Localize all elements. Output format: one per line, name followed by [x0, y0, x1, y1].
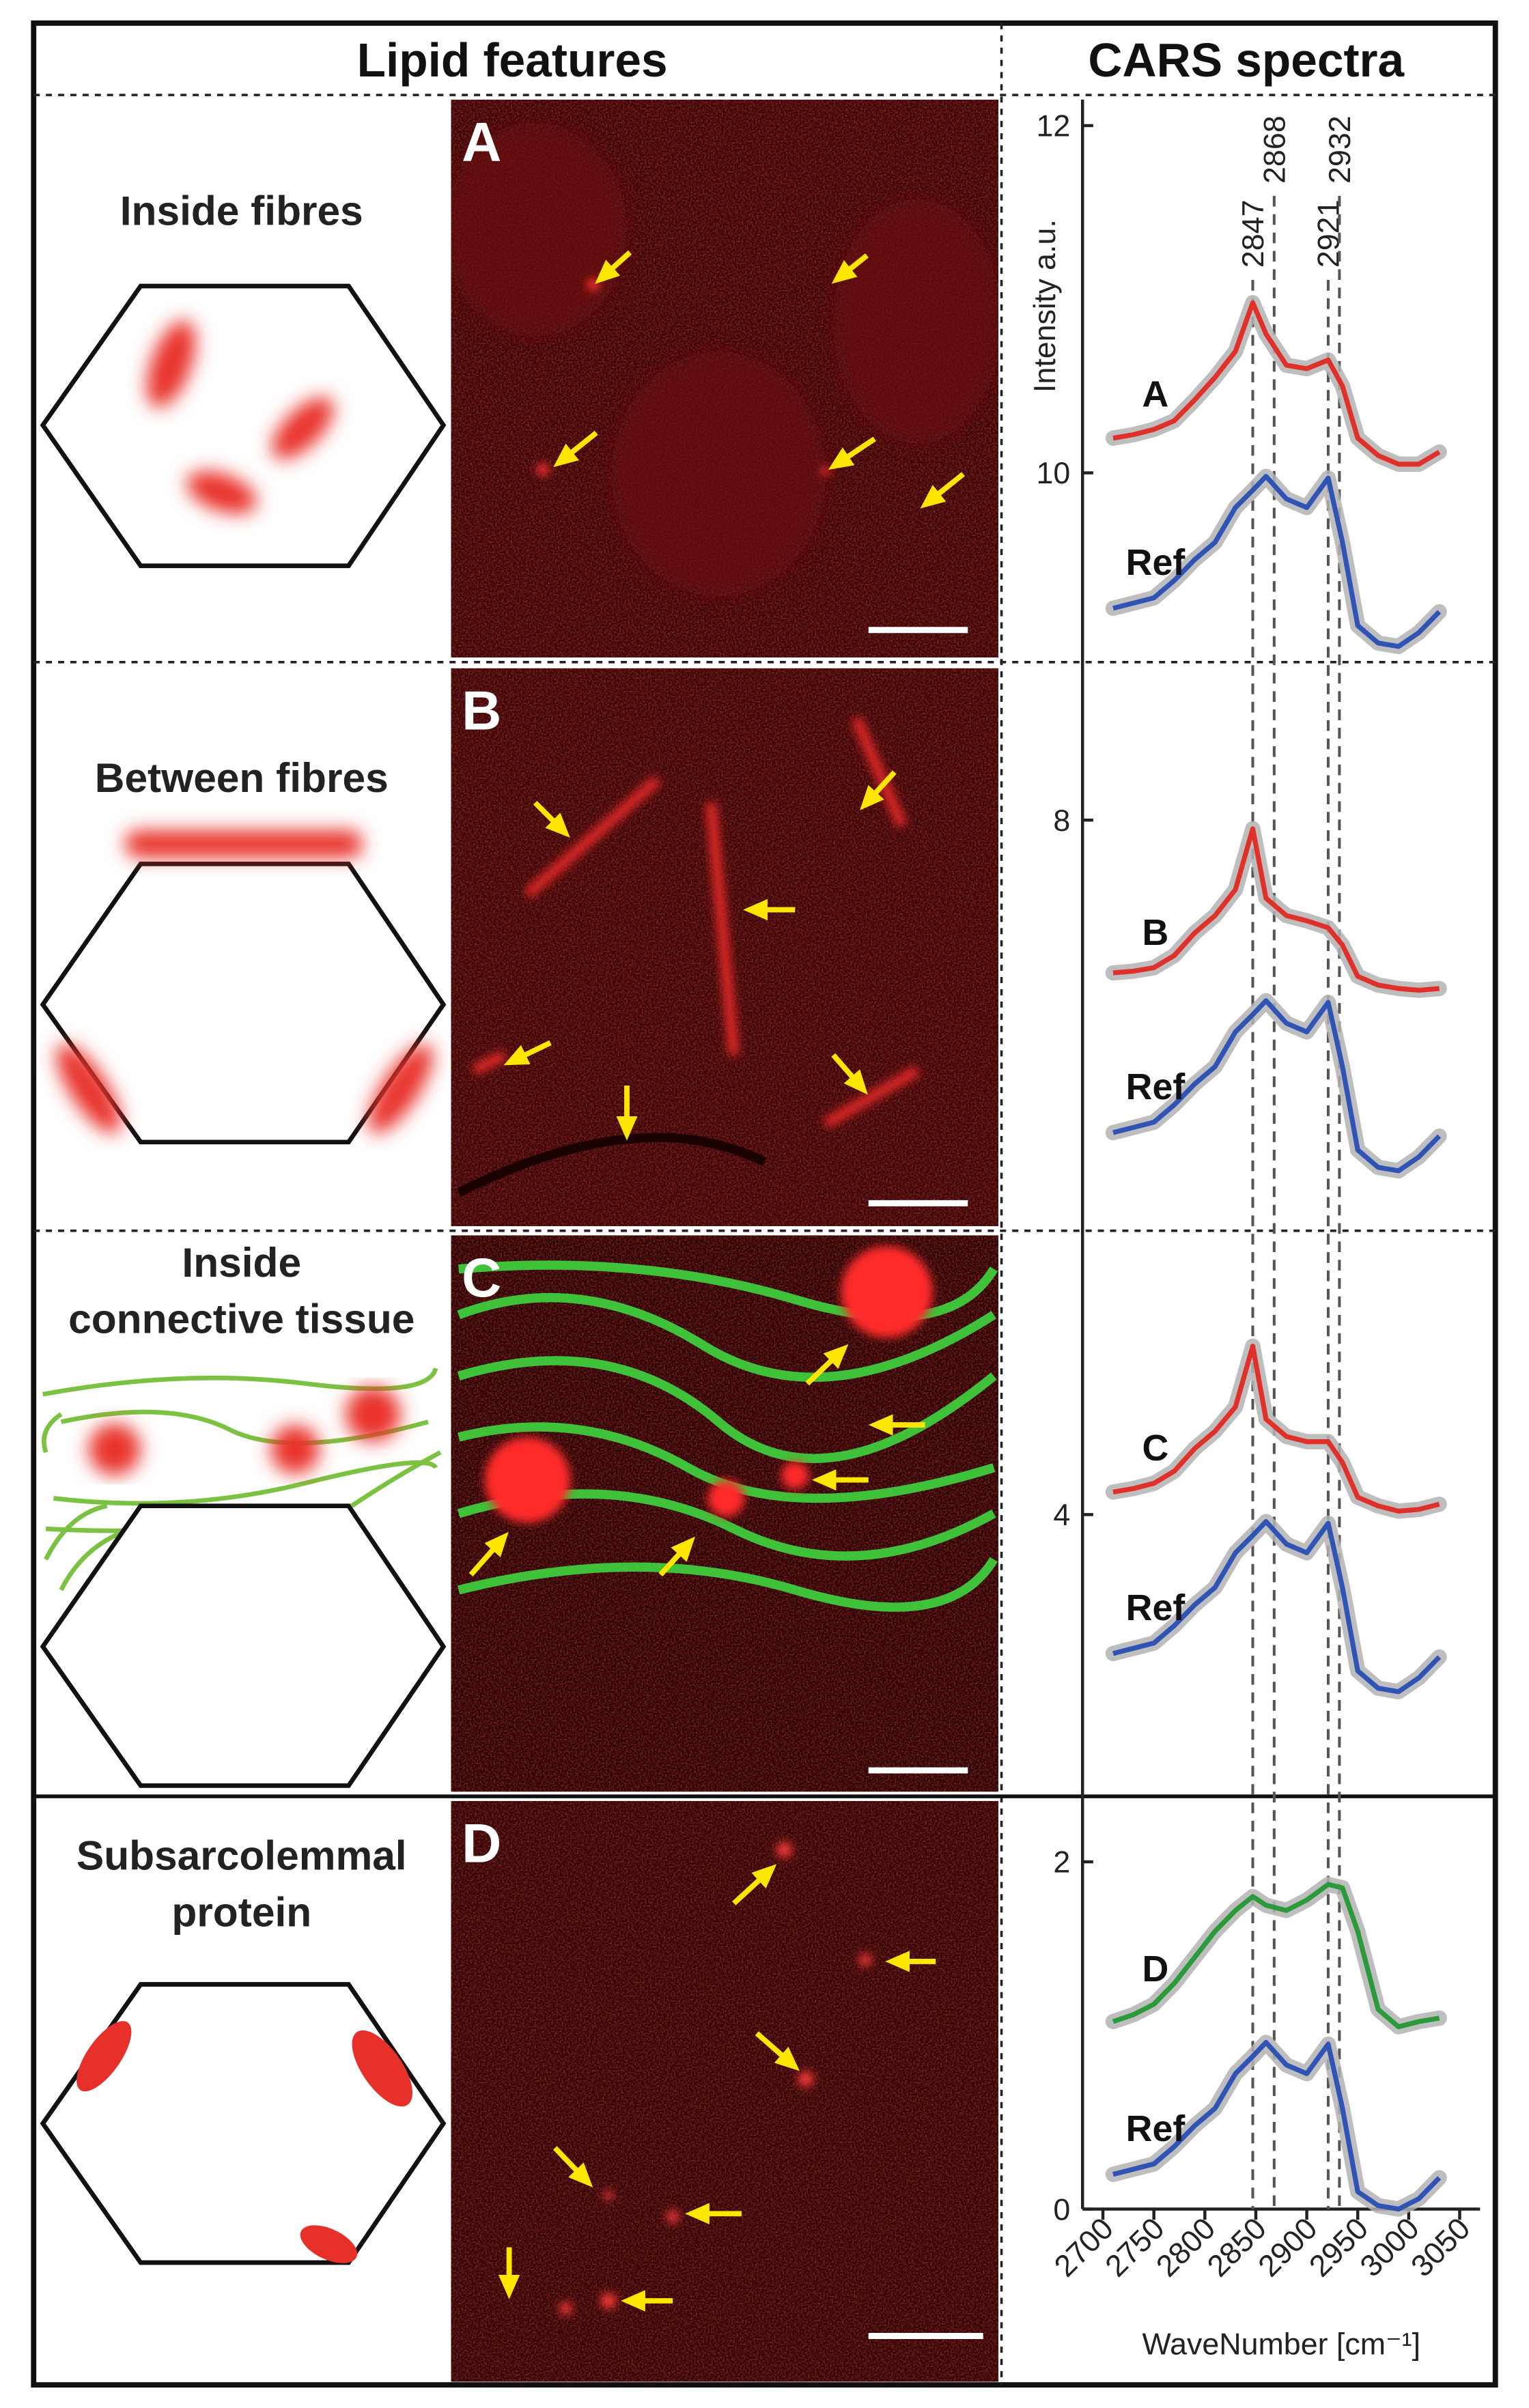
spectrum-line	[1112, 1882, 1440, 2030]
arrow	[732, 1864, 777, 1906]
spectrum-line	[1112, 300, 1441, 467]
spectrum-line	[1112, 998, 1442, 1174]
scale-bars	[868, 627, 983, 2339]
reference-label: 2868	[1258, 115, 1292, 184]
arrows	[468, 250, 966, 2312]
spectrum-line	[1112, 826, 1440, 993]
y-tick-label: 8	[1053, 804, 1070, 838]
series-label: Ref	[1126, 2108, 1186, 2149]
y-tick-label: 0	[1053, 2192, 1070, 2226]
reference-label: 2932	[1323, 115, 1357, 184]
panel-letter: B	[462, 680, 501, 741]
spectrum-line	[1112, 2039, 1442, 2212]
spectrum-line	[1112, 1519, 1442, 1695]
header-right: CARS spectra	[1088, 33, 1405, 87]
arrow	[920, 472, 966, 509]
arrow	[468, 1531, 509, 1577]
spectrum-line	[1112, 1344, 1440, 1514]
arrow	[595, 250, 632, 285]
image-d	[451, 1800, 999, 2382]
image-c	[451, 1235, 999, 1792]
row-label: Between fibres	[95, 754, 389, 801]
schematic-c	[40, 1368, 447, 1788]
series-label: A	[1142, 373, 1169, 414]
series-label: B	[1142, 912, 1169, 953]
y-tick-label: 4	[1053, 1498, 1070, 1532]
series-label: D	[1142, 1949, 1169, 1989]
arrow	[831, 1053, 868, 1095]
arrow	[805, 1344, 849, 1386]
x-axis-label: WaveNumber [cm⁻¹]	[1142, 2327, 1421, 2361]
arrow	[503, 1040, 552, 1066]
image-b	[451, 668, 999, 1226]
arrow	[658, 1536, 696, 1577]
reference-label: 2847	[1236, 200, 1270, 268]
panel-letter: C	[462, 1247, 501, 1309]
arrow	[552, 2146, 593, 2188]
image-a	[451, 99, 999, 658]
panel-letter: A	[462, 111, 501, 173]
arrow	[831, 253, 869, 284]
arrow	[828, 436, 876, 470]
row-label: connective tissue	[68, 1296, 415, 1342]
arrow	[860, 770, 897, 810]
row-label: protein	[171, 1888, 311, 1935]
y-axis-label: Intensity a.u.	[1028, 219, 1062, 393]
row-label: Subsarcolemmal	[76, 1832, 407, 1879]
series-label: Ref	[1126, 542, 1186, 583]
spectrum-line	[1112, 474, 1442, 649]
y-tick-label: 12	[1037, 109, 1071, 143]
schematic-a	[40, 283, 447, 569]
row-label: Inside fibres	[120, 187, 363, 233]
row-label: Inside	[182, 1239, 301, 1286]
series-label: Ref	[1126, 1066, 1186, 1107]
schematic-d	[40, 1982, 447, 2265]
header-left: Lipid features	[357, 33, 668, 87]
schematic-b	[40, 830, 447, 1145]
panel-letter: D	[462, 1813, 501, 1874]
series-label: Ref	[1126, 1587, 1186, 1628]
series-label: C	[1142, 1428, 1169, 1469]
row-texts: A Inside fibres B Between fibres C Inside conn…	[68, 111, 501, 1935]
y-tick-label: 2	[1053, 1845, 1070, 1880]
arrow	[533, 800, 570, 838]
layout: Lipid features CARS spectra	[31, 20, 1498, 2388]
arrow	[755, 2031, 800, 2071]
arrow	[553, 430, 598, 468]
y-tick-label: 10	[1037, 456, 1071, 490]
